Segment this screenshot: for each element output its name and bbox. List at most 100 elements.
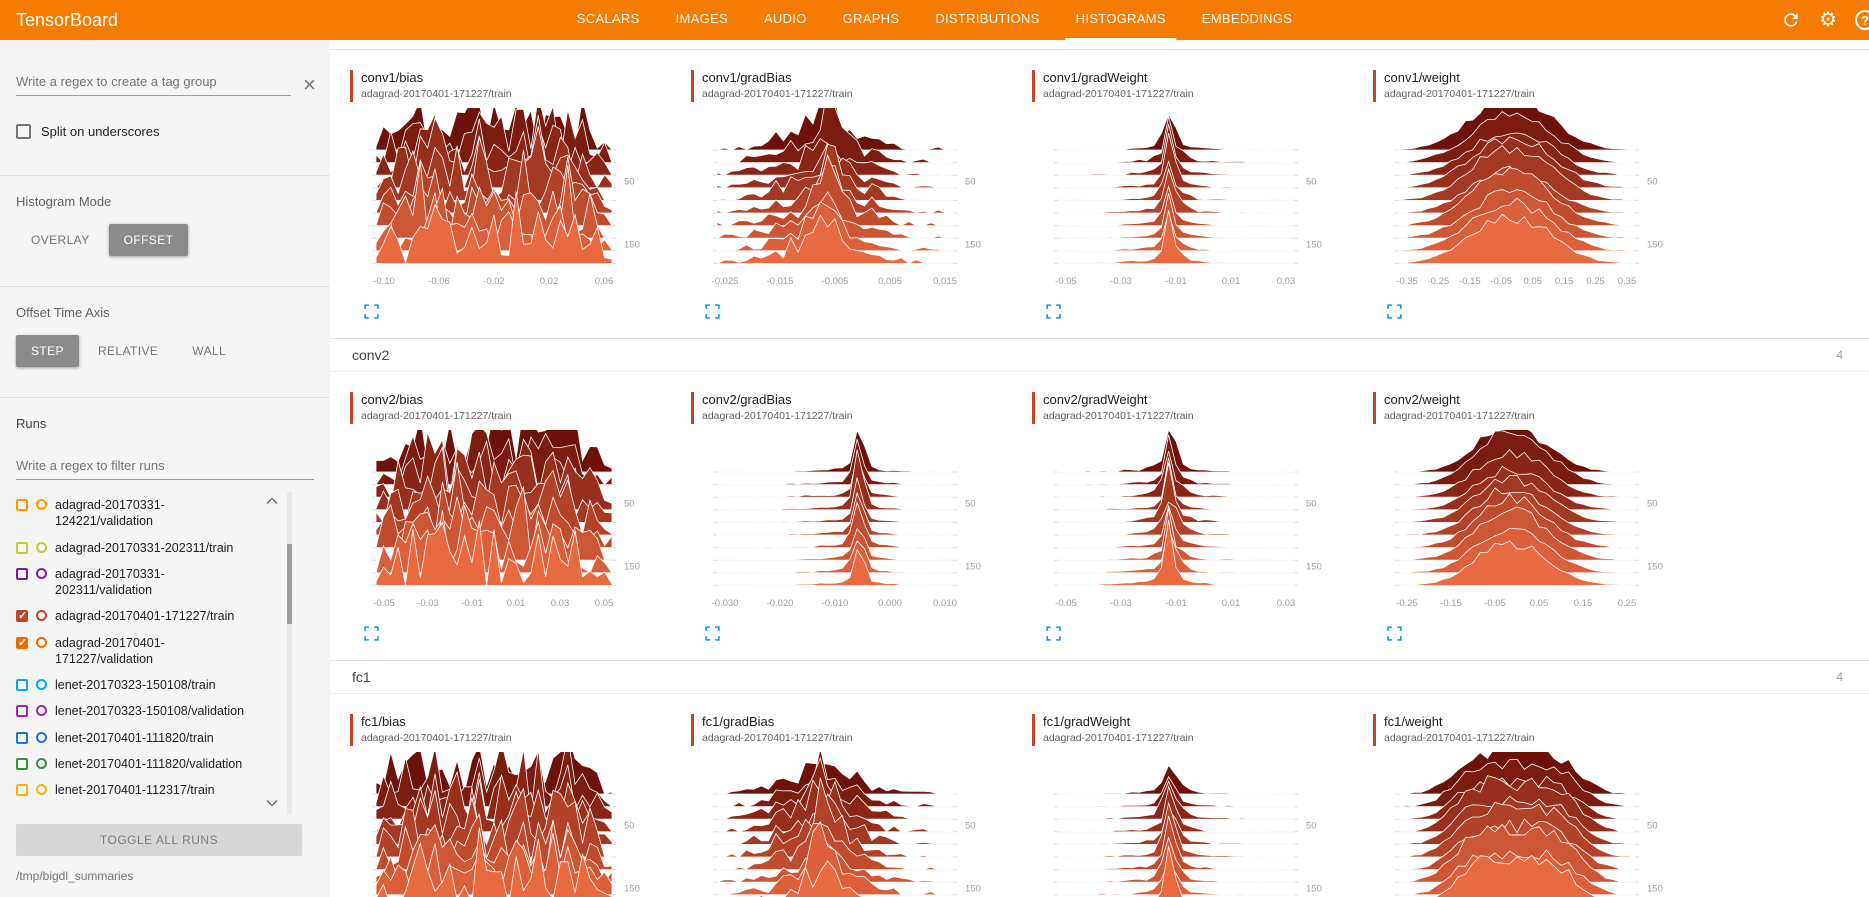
run-label: adagrad-20170401-171227/validation	[55, 635, 165, 666]
svg-text:-0.06: -0.06	[428, 276, 450, 287]
refresh-icon[interactable]	[1781, 10, 1801, 30]
histogram-chart[interactable]: 50 150 -0.05 -0.03 -0.01 0.01 0.03	[1044, 430, 1344, 620]
section-name[interactable]: fc1	[352, 669, 371, 685]
run-row[interactable]: lenet-20170323-150108/validation	[16, 698, 260, 724]
run-row[interactable]: lenet-20170401-111820/train	[16, 725, 260, 751]
card-header: conv1/weight adagrad-20170401-171227/trai…	[1373, 70, 1712, 102]
histogram-chart[interactable]: 50 150 -0.025 -0.015 -0.005 0.005 0.015	[703, 108, 1003, 298]
offset-axis-relative-button[interactable]: RELATIVE	[83, 335, 173, 367]
histogram-chart[interactable]: 50 150	[1385, 752, 1685, 897]
run-checkbox[interactable]	[16, 679, 28, 691]
card-titles: conv2/gradWeight adagrad-20170401-171227/…	[1043, 392, 1194, 424]
run-checkbox[interactable]	[16, 567, 28, 580]
histogram-chart[interactable]: 50 150 -0.05 -0.03 -0.01 0.01 0.03 0.05	[362, 430, 662, 620]
run-isolator-radio[interactable]	[36, 679, 47, 690]
run-checkbox[interactable]	[16, 499, 28, 511]
offset-axis-step-button[interactable]: STEP	[16, 335, 79, 367]
svg-text:-0.005: -0.005	[822, 276, 849, 287]
split-underscores-row[interactable]: Split on underscores	[16, 124, 314, 139]
gear-icon[interactable]: ⚙	[1819, 9, 1837, 31]
run-color-accent	[350, 392, 353, 424]
run-row[interactable]: adagrad-20170331-124221/validation	[16, 492, 260, 535]
expand-icon[interactable]	[1387, 626, 1403, 642]
histogram-chart[interactable]: 50 150 -0.25 -0.15 -0.05 0.05 0.15 0.25	[1385, 430, 1685, 620]
run-row[interactable]: lenet-20170323-150108/train	[16, 672, 260, 698]
offset-axis-wall-button[interactable]: WALL	[177, 335, 241, 367]
chart-run-name: adagrad-20170401-171227/train	[702, 732, 853, 744]
scroll-down-icon[interactable]	[266, 794, 278, 812]
histogram-chart[interactable]: 50 150 -0.10 -0.06 -0.02 0.02 0.06	[362, 108, 662, 298]
run-isolator-radio[interactable]	[36, 541, 47, 553]
expand-icon[interactable]	[1046, 626, 1062, 642]
svg-text:-0.01: -0.01	[1165, 598, 1187, 609]
run-checkbox[interactable]	[16, 636, 28, 650]
svg-text:-0.03: -0.03	[417, 598, 439, 609]
expand-icon[interactable]	[1046, 304, 1062, 320]
histogram-chart[interactable]: 50 150	[703, 752, 1003, 897]
run-color-accent	[1032, 70, 1035, 102]
svg-text:-0.15: -0.15	[1459, 276, 1481, 287]
run-row[interactable]: lenet-20170401-112317/train	[16, 777, 260, 803]
run-checkbox[interactable]	[16, 541, 28, 554]
svg-text:-0.01: -0.01	[1165, 276, 1187, 287]
run-isolator-radio[interactable]	[36, 757, 47, 769]
card-header: conv2/gradWeight adagrad-20170401-171227/…	[1032, 392, 1371, 424]
histogram-chart[interactable]: 50 150 -0.030 -0.020 -0.010 0.000 0.010	[703, 430, 1003, 620]
tab-histograms[interactable]: HISTOGRAMS	[1058, 0, 1184, 40]
runs-scrollbar-thumb[interactable]	[287, 544, 292, 624]
expand-icon[interactable]	[705, 626, 721, 642]
split-underscores-checkbox[interactable]	[16, 124, 31, 139]
svg-text:-0.020: -0.020	[767, 598, 794, 609]
runs-filter-input[interactable]	[16, 452, 314, 480]
run-isolator-radio[interactable]	[36, 610, 47, 622]
expand-icon[interactable]	[1387, 304, 1403, 320]
run-row[interactable]: adagrad-20170401-171227/train	[16, 603, 260, 629]
svg-text:0.05: 0.05	[1523, 276, 1542, 287]
tab-distributions[interactable]: DISTRIBUTIONS	[935, 11, 1040, 26]
close-icon[interactable]: ×	[303, 72, 316, 97]
run-checkbox[interactable]	[16, 731, 28, 744]
run-row[interactable]: adagrad-20170331-202311/validation	[16, 561, 260, 604]
tab-scalars[interactable]: SCALARS	[576, 11, 640, 26]
card-titles: conv1/gradWeight adagrad-20170401-171227/…	[1043, 70, 1194, 102]
svg-text:-0.10: -0.10	[373, 276, 395, 287]
run-isolator-radio[interactable]	[36, 784, 47, 795]
run-row[interactable]: lenet-20170401-111820/validation	[16, 751, 260, 777]
histogram-chart[interactable]: 50 150 -0.35 -0.25 -0.15 -0.05 0.05 0.15 0.25 0.3…	[1385, 108, 1685, 298]
scroll-up-icon[interactable]	[266, 492, 278, 510]
help-icon[interactable]: ?	[1855, 10, 1869, 30]
section-name[interactable]: conv2	[352, 347, 390, 363]
svg-text:50: 50	[1306, 177, 1317, 188]
histogram-chart[interactable]: 50 150	[1044, 752, 1344, 897]
run-isolator-radio[interactable]	[36, 636, 47, 648]
histogram-mode-offset-button[interactable]: OFFSET	[108, 224, 189, 256]
expand-icon[interactable]	[705, 304, 721, 320]
run-checkbox[interactable]	[16, 784, 28, 796]
section-count: 4	[1836, 348, 1843, 362]
run-isolator-radio[interactable]	[36, 567, 47, 579]
run-row[interactable]: adagrad-20170331-202311/train	[16, 535, 260, 561]
card-titles: conv1/bias adagrad-20170401-171227/train	[361, 70, 512, 102]
histogram-chart[interactable]: 50 150 -0.05 -0.03 -0.01 0.01 0.03	[1044, 108, 1344, 298]
run-isolator-radio[interactable]	[36, 731, 47, 743]
run-checkbox[interactable]	[16, 705, 28, 718]
tab-graphs[interactable]: GRAPHS	[842, 11, 900, 26]
histogram-mode-section: Histogram Mode OVERLAY OFFSET	[0, 175, 330, 274]
tag-group-regex-input[interactable]	[16, 68, 292, 96]
svg-text:-0.02: -0.02	[483, 276, 505, 287]
run-row[interactable]: adagrad-20170401-171227/validation	[16, 630, 260, 673]
chart-title: conv1/gradBias	[702, 70, 792, 85]
toggle-all-runs-button[interactable]: TOGGLE ALL RUNS	[16, 824, 302, 856]
expand-icon[interactable]	[364, 304, 380, 320]
run-isolator-radio[interactable]	[36, 499, 47, 510]
expand-icon[interactable]	[364, 626, 380, 642]
tab-images[interactable]: IMAGES	[675, 11, 728, 26]
histogram-mode-overlay-button[interactable]: OVERLAY	[16, 224, 105, 256]
run-isolator-radio[interactable]	[36, 705, 47, 717]
svg-text:0.25: 0.25	[1586, 276, 1605, 287]
tab-embeddings[interactable]: EMBEDDINGS	[1201, 11, 1293, 26]
histogram-chart[interactable]: 50 150	[362, 752, 662, 897]
run-checkbox[interactable]	[16, 757, 28, 770]
run-checkbox[interactable]	[16, 610, 28, 623]
tab-audio[interactable]: AUDIO	[763, 11, 807, 26]
